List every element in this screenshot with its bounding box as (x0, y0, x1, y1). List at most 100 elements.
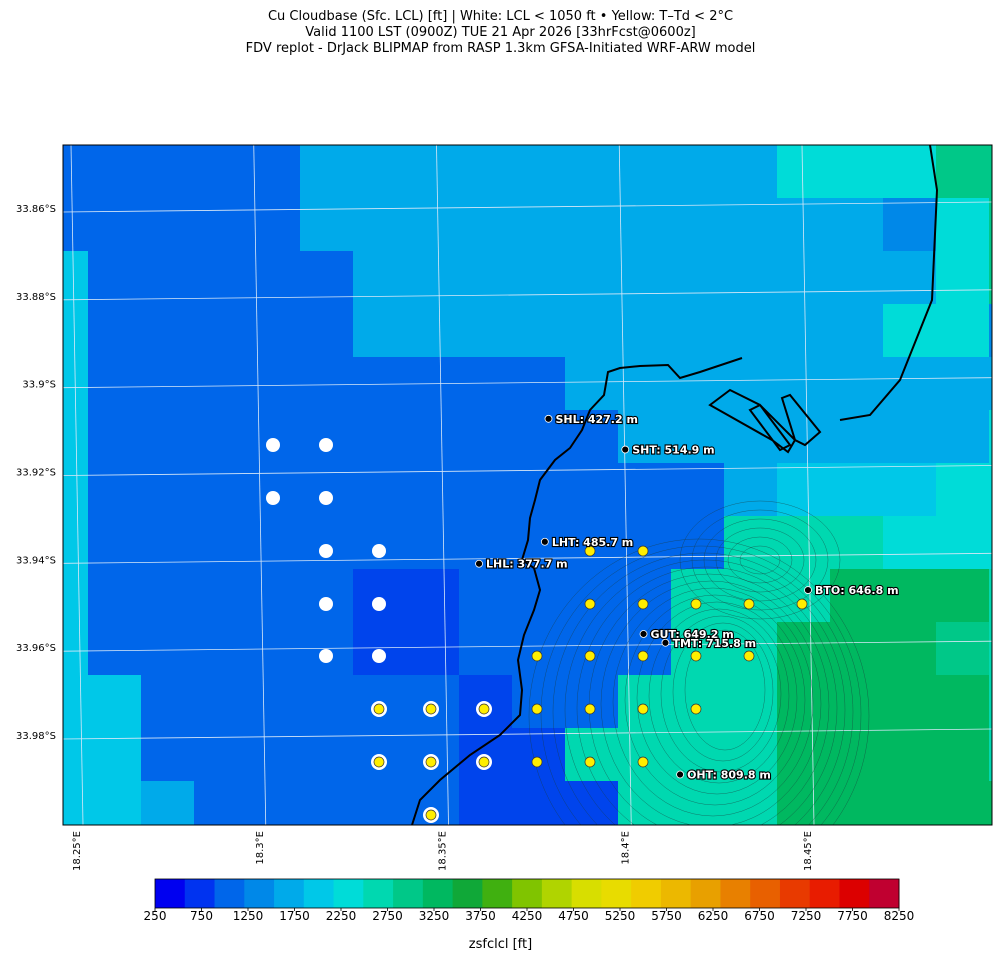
white-marker (372, 544, 386, 558)
white-marker (266, 491, 280, 505)
station-dot[interactable] (544, 414, 553, 423)
lat-tick-label: 33.98°S (16, 731, 56, 742)
map-area[interactable]: SHL: 427.2 m SHT: 514.9 m LHT: 485.7 m LHL:… (35, 145, 1001, 893)
colorbar-swatch (393, 879, 424, 908)
colorbar-swatch (809, 879, 840, 908)
lon-tick-label: 18.35°E (438, 831, 449, 871)
yellow-marker (584, 650, 596, 662)
yellow-marker (690, 598, 702, 610)
station-label-lhl: LHL: 377.7 m (486, 558, 568, 571)
station-dot[interactable] (621, 445, 630, 454)
colorbar-swatch (274, 879, 305, 908)
terrain-contours (528, 500, 870, 825)
lat-tick-label: 33.92°S (16, 468, 56, 479)
yellow-marker (478, 703, 490, 715)
lon-tick-label: 18.25°E (72, 831, 83, 871)
coastline (411, 357, 743, 825)
colorbar-tick: 5250 (604, 909, 636, 923)
station-dot[interactable] (676, 770, 684, 779)
colorbar (154, 878, 900, 911)
colorbar-swatch (541, 879, 573, 908)
yellow-marker (637, 703, 649, 715)
white-marker (372, 649, 386, 663)
colorbar-swatch (184, 879, 216, 908)
map-frame (62, 144, 993, 826)
colorbar-tick: 750 (190, 909, 213, 923)
colorbar-tick: 1250 (232, 909, 264, 923)
colorbar-tick: 6750 (744, 909, 775, 923)
white-marker (319, 438, 333, 452)
station-dot[interactable] (804, 586, 812, 594)
colorbar-tick: 4250 (511, 909, 543, 923)
lat-tick-label: 33.9°S (22, 380, 56, 391)
yellow-marker (743, 650, 755, 662)
colorbar-swatch (690, 879, 721, 908)
colorbar-swatch (631, 879, 662, 908)
longitude-tick-labels: 18.25°E 18.3°E 18.35°E 18.4°E 18.45°E (72, 831, 814, 871)
station-label-gut: GUT: 649.2 m (651, 628, 734, 641)
lon-tick-label: 18.4°E (620, 831, 631, 865)
colorbar-swatch (422, 879, 454, 908)
lat-tick-label: 33.86°S (16, 204, 56, 215)
colorbar-tick: 2750 (372, 909, 403, 923)
yellow-marker (373, 756, 385, 768)
station-label-lht: LHT: 485.7 m (552, 536, 633, 549)
colorbar-swatch (779, 879, 811, 908)
white-marker (266, 438, 280, 452)
colorbar-swatch (214, 879, 245, 908)
colorbar-swatch (333, 879, 364, 908)
colorbar-tick: 7750 (837, 909, 868, 923)
colorbar-swatch (720, 879, 751, 908)
colorbar-tick: 1750 (279, 909, 310, 923)
yellow-marker (690, 703, 702, 715)
colorbar-swatch (303, 879, 335, 908)
yellow-marker (637, 598, 649, 610)
lon-tick-label: 18.3°E (255, 831, 266, 865)
station-label-bto: BTO: 646.8 m (815, 584, 899, 597)
station-dot[interactable] (639, 630, 648, 638)
station-dot[interactable] (540, 537, 549, 546)
colorbar-swatch (244, 879, 275, 908)
colorbar-tick: 8250 (883, 909, 915, 923)
lcl-grid-cells (63, 145, 992, 825)
station-markers: SHL: 427.2 m SHT: 514.9 m LHT: 485.7 m LHL:… (475, 412, 900, 783)
colorbar-swatch (512, 879, 543, 908)
white-marker (319, 491, 333, 505)
colorbar-swatch (869, 879, 900, 908)
yellow-marker (425, 809, 437, 821)
colorbar-swatch (363, 879, 394, 908)
title-line-3: FDV replot - DrJack BLIPMAP from RASP 1.… (245, 41, 756, 56)
yellow-marker (584, 756, 596, 768)
colorbar-swatch (571, 879, 602, 908)
colorbar-swatch (155, 879, 186, 908)
harbour-breakwater (708, 388, 822, 454)
lon-tick-label: 18.45°E (803, 831, 814, 871)
white-lcl-markers (266, 438, 386, 663)
yellow-marker (584, 545, 596, 557)
colorbar-swatch (482, 879, 513, 908)
title-line-1: Cu Cloudbase (Sfc. LCL) [ft] | White: LC… (267, 9, 734, 24)
yellow-marker (531, 650, 543, 662)
station-dot[interactable] (475, 559, 483, 568)
colorbar-tick: 4750 (558, 909, 589, 923)
yellow-spread-markers (371, 545, 808, 823)
yellow-marker (531, 703, 543, 715)
yellow-marker (637, 756, 649, 768)
yellow-marker (425, 703, 437, 715)
title-line-2: Valid 1100 LST (0900Z) TUE 21 Apr 2026 [… (305, 25, 696, 40)
lat-tick-label: 33.96°S (16, 643, 56, 654)
coastline-east (839, 145, 939, 421)
latitude-tick-labels: 33.86°S 33.88°S 33.9°S 33.92°S 33.94°S 33.96°… (16, 204, 56, 742)
colorbar-tick: 3250 (418, 909, 450, 923)
colorbar-swatch (839, 879, 870, 908)
colorbar-swatch (452, 879, 483, 908)
station-label-shl: SHL: 427.2 m (555, 413, 637, 426)
station-dot[interactable] (661, 638, 670, 647)
yellow-marker (637, 545, 649, 557)
white-marker (319, 597, 333, 611)
yellow-marker (373, 703, 385, 715)
yellow-marker (425, 756, 437, 768)
white-marker (372, 597, 386, 611)
yellow-marker (584, 703, 596, 715)
